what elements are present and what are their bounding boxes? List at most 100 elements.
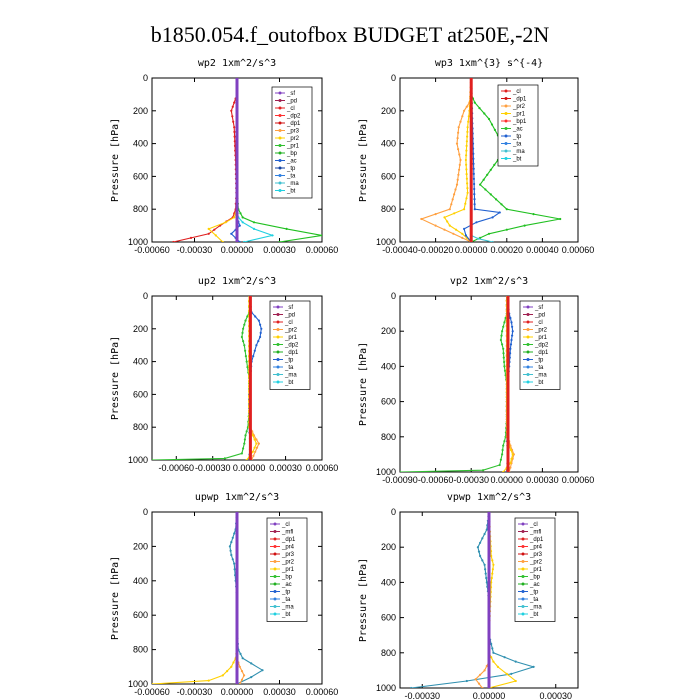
legend-label: _ma <box>284 373 297 379</box>
series-point <box>253 349 256 352</box>
series-point <box>489 168 492 171</box>
series-point <box>235 146 239 149</box>
y-axis-label: Pressure [hPa] <box>358 342 369 426</box>
series-point <box>470 96 473 99</box>
series-point <box>470 211 473 214</box>
series-point <box>461 232 464 235</box>
series-point <box>261 669 264 672</box>
legend-marker <box>276 328 280 331</box>
series-point <box>455 228 458 231</box>
series-point <box>473 182 476 186</box>
series-point <box>506 335 510 338</box>
series-point <box>474 678 477 681</box>
series-point <box>233 135 236 138</box>
legend-label: _bt <box>284 380 294 386</box>
series-point <box>501 343 504 346</box>
series-point <box>231 558 234 561</box>
legend-label: _cl <box>529 522 538 528</box>
series-point <box>257 319 260 322</box>
series-point <box>235 151 239 154</box>
series-point <box>500 334 503 337</box>
series-point <box>492 651 495 654</box>
legend-marker <box>526 320 530 324</box>
series-point <box>235 231 239 234</box>
series-point <box>189 236 193 239</box>
series-point <box>506 425 510 428</box>
legend-marker <box>273 567 277 571</box>
series-point <box>479 541 482 544</box>
series-point <box>506 455 510 458</box>
series-point <box>465 177 468 180</box>
series-point <box>472 177 475 180</box>
legend-label: _dp1 <box>284 350 299 356</box>
legend-label: _tp <box>286 166 296 172</box>
series-point <box>249 424 252 427</box>
series-point <box>463 109 466 112</box>
series-point <box>506 360 510 363</box>
series-point <box>249 334 252 337</box>
series-point <box>509 347 512 350</box>
y-tick-label: 1000 <box>376 683 396 693</box>
series-point <box>487 596 491 599</box>
legend-box <box>266 517 308 622</box>
series-point <box>506 345 510 348</box>
series-point <box>523 224 526 227</box>
series-point <box>486 173 489 176</box>
y-tick-label: 200 <box>133 106 148 116</box>
legend-label: _pr2 <box>529 560 543 566</box>
legend-marker <box>278 136 282 140</box>
series-point <box>470 146 473 149</box>
series-point <box>235 672 239 676</box>
series-point <box>231 105 234 108</box>
series-point <box>505 228 508 231</box>
series-point <box>238 682 241 684</box>
legend-label: _tp <box>512 134 522 140</box>
series-point <box>249 414 252 417</box>
series-point <box>476 546 479 549</box>
series-point <box>465 149 468 152</box>
x-tick-label: -0.00060 <box>418 475 454 485</box>
x-tick-label: -0.00020 <box>418 245 454 255</box>
series-point <box>505 208 508 211</box>
series-point <box>506 325 510 328</box>
series-point <box>465 168 468 171</box>
legend-label: _ac <box>512 127 523 133</box>
series-point <box>472 172 475 175</box>
series-point <box>485 528 488 531</box>
y-tick-label: 0 <box>143 291 148 301</box>
series-point <box>506 395 510 398</box>
series-point <box>456 137 459 140</box>
series-point <box>249 354 252 357</box>
series-point <box>238 240 241 242</box>
legend-label: _dp1 <box>534 350 549 356</box>
series-point <box>510 338 513 342</box>
series-point <box>453 193 456 196</box>
legend-label: _bp1 <box>512 119 527 125</box>
series-line <box>400 296 508 472</box>
series-point <box>509 448 513 452</box>
series-point <box>235 632 239 635</box>
legend-marker <box>273 590 277 593</box>
series-point <box>230 665 233 668</box>
series-point <box>235 106 239 109</box>
legend-marker <box>276 305 280 309</box>
legend-label: _pr3 <box>529 552 543 558</box>
series-point <box>249 344 252 347</box>
y-tick-label: 400 <box>133 576 148 586</box>
series-point <box>259 335 262 339</box>
legend-label: _sf <box>286 91 295 97</box>
series-point <box>487 681 491 685</box>
series-point <box>242 340 245 343</box>
series-point <box>459 120 462 123</box>
series-point <box>235 221 239 224</box>
series-point <box>249 309 252 312</box>
series-point <box>245 360 248 363</box>
series-point <box>235 571 239 574</box>
series-point <box>470 116 473 119</box>
legend-label: _pr2 <box>286 136 300 142</box>
series-point <box>235 81 239 85</box>
series-point <box>487 626 491 629</box>
series-point <box>470 101 473 104</box>
series-point <box>481 686 484 688</box>
y-tick-label: 1000 <box>128 455 148 465</box>
